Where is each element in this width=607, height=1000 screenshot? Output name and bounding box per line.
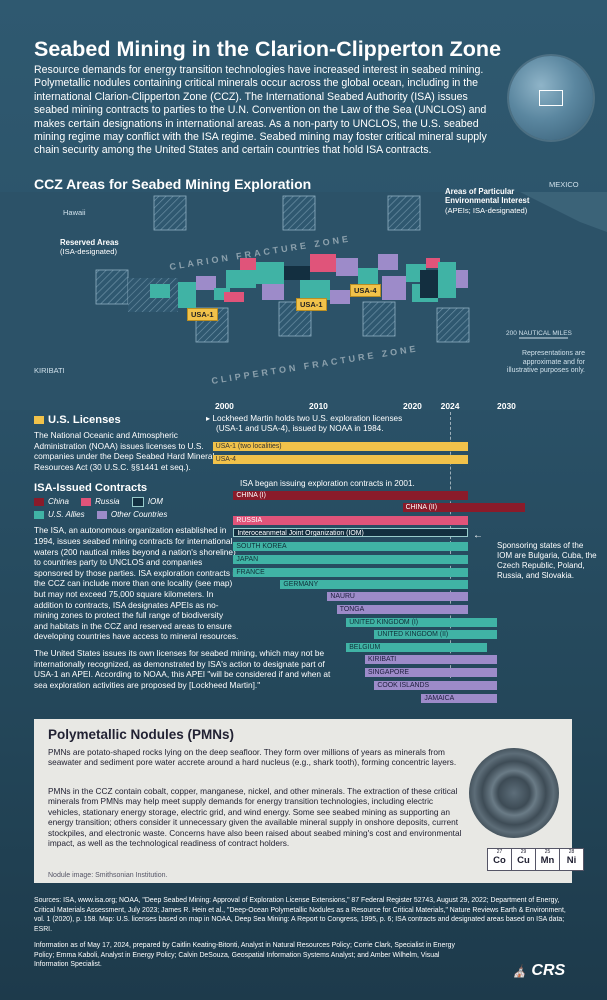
- left-text-column: U.S. Licenses The National Oceanic and A…: [34, 414, 344, 690]
- disclaimer-line2: approximate and for: [522, 358, 585, 366]
- timeline-bar: SOUTH KOREA: [233, 542, 469, 551]
- timeline-bar: RUSSIA: [233, 516, 469, 525]
- timeline-bar: CHINA (I): [233, 491, 469, 500]
- element-symbol: Mn: [540, 855, 555, 866]
- iom-arrow-icon: ←: [473, 530, 483, 541]
- lockheed-note-line2: (USA-1 and USA-4), issued by NOAA in 198…: [216, 424, 384, 433]
- ccz-locator-box: [539, 90, 563, 106]
- lockheed-arrow-icon: ▸: [206, 414, 211, 423]
- isa-legend-row2: U.S. Allies Other Countries: [34, 510, 344, 519]
- us-swatch: [34, 416, 44, 425]
- timeline-bar: SINGAPORE: [365, 668, 497, 677]
- timeline-bar: KIRIBATI: [365, 655, 497, 664]
- apei-annotation: Areas of Particular Environmental Intere…: [445, 187, 530, 215]
- timeline-bar: BELGIUM: [346, 643, 488, 652]
- element-symbol: Ni: [566, 855, 577, 866]
- globe-locator-icon: [509, 56, 593, 140]
- pmn-paragraph-1: PMNs are potato-shaped rocks lying on th…: [48, 747, 457, 768]
- contract-areas: [128, 254, 468, 312]
- mexico-label: MEXICO: [549, 180, 579, 189]
- timeline-bar: CHINA (II): [402, 503, 525, 512]
- usa1-map-label: USA-1: [187, 308, 218, 321]
- element-number: 25: [544, 849, 551, 855]
- crs-logo: ⛪ CRS: [512, 962, 565, 980]
- iom-sponsors-note: Sponsoring states of the IOM are Bulgari…: [497, 541, 597, 580]
- timeline-bar: UNITED KINGDOM (II): [374, 630, 497, 639]
- page-title: Seabed Mining in the Clarion-Clipperton …: [34, 37, 502, 61]
- apei-title-line1: Areas of Particular: [445, 187, 515, 196]
- element-tile: 27 Co: [487, 848, 512, 871]
- crs-logo-text: CRS: [531, 962, 566, 979]
- timeline-year-label: 2000: [215, 401, 234, 411]
- timeline-bar: USA-4: [212, 455, 469, 464]
- apei-title-line2: Environmental Interest: [445, 196, 530, 206]
- timeline-bar: NAURU: [327, 592, 469, 601]
- element-symbol: Cu: [517, 855, 530, 866]
- iom-swatch: [131, 497, 144, 508]
- legend-china: China: [48, 497, 69, 507]
- scale-label: 200 NAUTICAL MILES: [506, 330, 572, 337]
- isa-contracts-heading: ISA-Issued Contracts: [34, 482, 148, 495]
- timeline-bar: COOK ISLANDS: [374, 681, 497, 690]
- pmn-heading: Polymetallic Nodules (PMNs): [48, 727, 235, 742]
- credits-text: Information as of May 17, 2024, prepared…: [34, 942, 455, 969]
- legend-russia: Russia: [95, 497, 120, 507]
- nodule-caption: Nodule image: Smithsonian Institution.: [48, 872, 168, 879]
- nodule-image: [469, 748, 559, 838]
- us-allies-swatch: [34, 511, 44, 520]
- us-regime-note: The United States issues its own license…: [34, 647, 331, 690]
- usa4-map-label: USA-4: [350, 284, 381, 297]
- lockheed-note: ▸ Lockheed Martin holds two U.S. explora…: [206, 414, 402, 434]
- element-tile: 25 Mn: [535, 848, 560, 871]
- timeline-bar: UNITED KINGDOM (I): [346, 618, 497, 627]
- timeline-bar: JAMAICA: [421, 694, 497, 703]
- element-tile: 28 Ni: [559, 848, 584, 871]
- timeline-bar: JAPAN: [233, 555, 469, 564]
- sources-text: Sources: ISA, www.isa.org; NOAA, "Deep S…: [34, 897, 566, 933]
- timeline-bar: USA-1 (two localities): [212, 442, 469, 451]
- timeline-bar: GERMANY: [280, 580, 469, 589]
- other-countries-swatch: [96, 511, 107, 520]
- usa1-map-label-second: USA-1: [296, 298, 327, 311]
- map-title: CCZ Areas for Seabed Mining Exploration: [34, 176, 312, 192]
- kiribati-label: KIRIBATI: [34, 366, 65, 375]
- isa-start-note: ISA began issuing exploration contracts …: [240, 479, 415, 488]
- timeline-bar: Interoceanmetal Joint Organization (IOM): [233, 528, 469, 537]
- legend-other-countries: Other Countries: [110, 510, 168, 520]
- capitol-icon: ⛪: [512, 964, 527, 978]
- legend-us-allies: U.S. Allies: [48, 510, 85, 520]
- timeline-bar: TONGA: [336, 605, 469, 614]
- mexico-land: [520, 192, 607, 232]
- timeline-year-label: 2024: [440, 401, 460, 411]
- russia-swatch: [81, 498, 92, 507]
- element-number: 29: [520, 849, 527, 855]
- us-licenses-heading: U.S. Licenses: [34, 414, 344, 426]
- hawaii-label: Hawaii: [63, 208, 86, 217]
- reserved-areas-annotation: Reserved Areas (ISA-designated): [60, 238, 119, 257]
- timeline-year-label: 2030: [497, 401, 516, 411]
- lockheed-note-line1: Lockheed Martin holds two U.S. explorati…: [212, 414, 403, 423]
- china-swatch: [34, 498, 44, 507]
- isa-body-text: The ISA, an autonomous organization esta…: [34, 525, 239, 642]
- apei-subtitle: (APEIs; ISA-designated): [445, 205, 528, 215]
- map-disclaimer: Representations are approximate and for …: [493, 350, 585, 376]
- us-licenses-body: The National Oceanic and Atmospheric Adm…: [34, 430, 215, 472]
- element-number: 28: [568, 849, 575, 855]
- element-tile: 29 Cu: [511, 848, 536, 871]
- element-symbol: Co: [493, 855, 506, 866]
- timeline-bar: FRANCE: [233, 568, 469, 577]
- disclaimer-line1: Representations are: [521, 350, 585, 357]
- reserved-areas-title: Reserved Areas: [60, 238, 119, 247]
- intro-paragraph: Resource demands for energy transition t…: [34, 64, 487, 157]
- timeline-year-label: 2020: [403, 401, 422, 411]
- reserved-areas-subtitle: (ISA-designated): [60, 247, 117, 257]
- element-number: 27: [496, 849, 503, 855]
- pmn-paragraph-2: PMNs in the CCZ contain cobalt, copper, …: [48, 786, 462, 849]
- isa-legend-row1: China Russia IOM: [34, 497, 344, 508]
- disclaimer-line3: illustrative purposes only.: [506, 367, 585, 375]
- us-licenses-heading-text: U.S. Licenses: [48, 414, 121, 426]
- legend-iom: IOM: [147, 497, 163, 507]
- timeline-year-label: 2010: [309, 401, 328, 411]
